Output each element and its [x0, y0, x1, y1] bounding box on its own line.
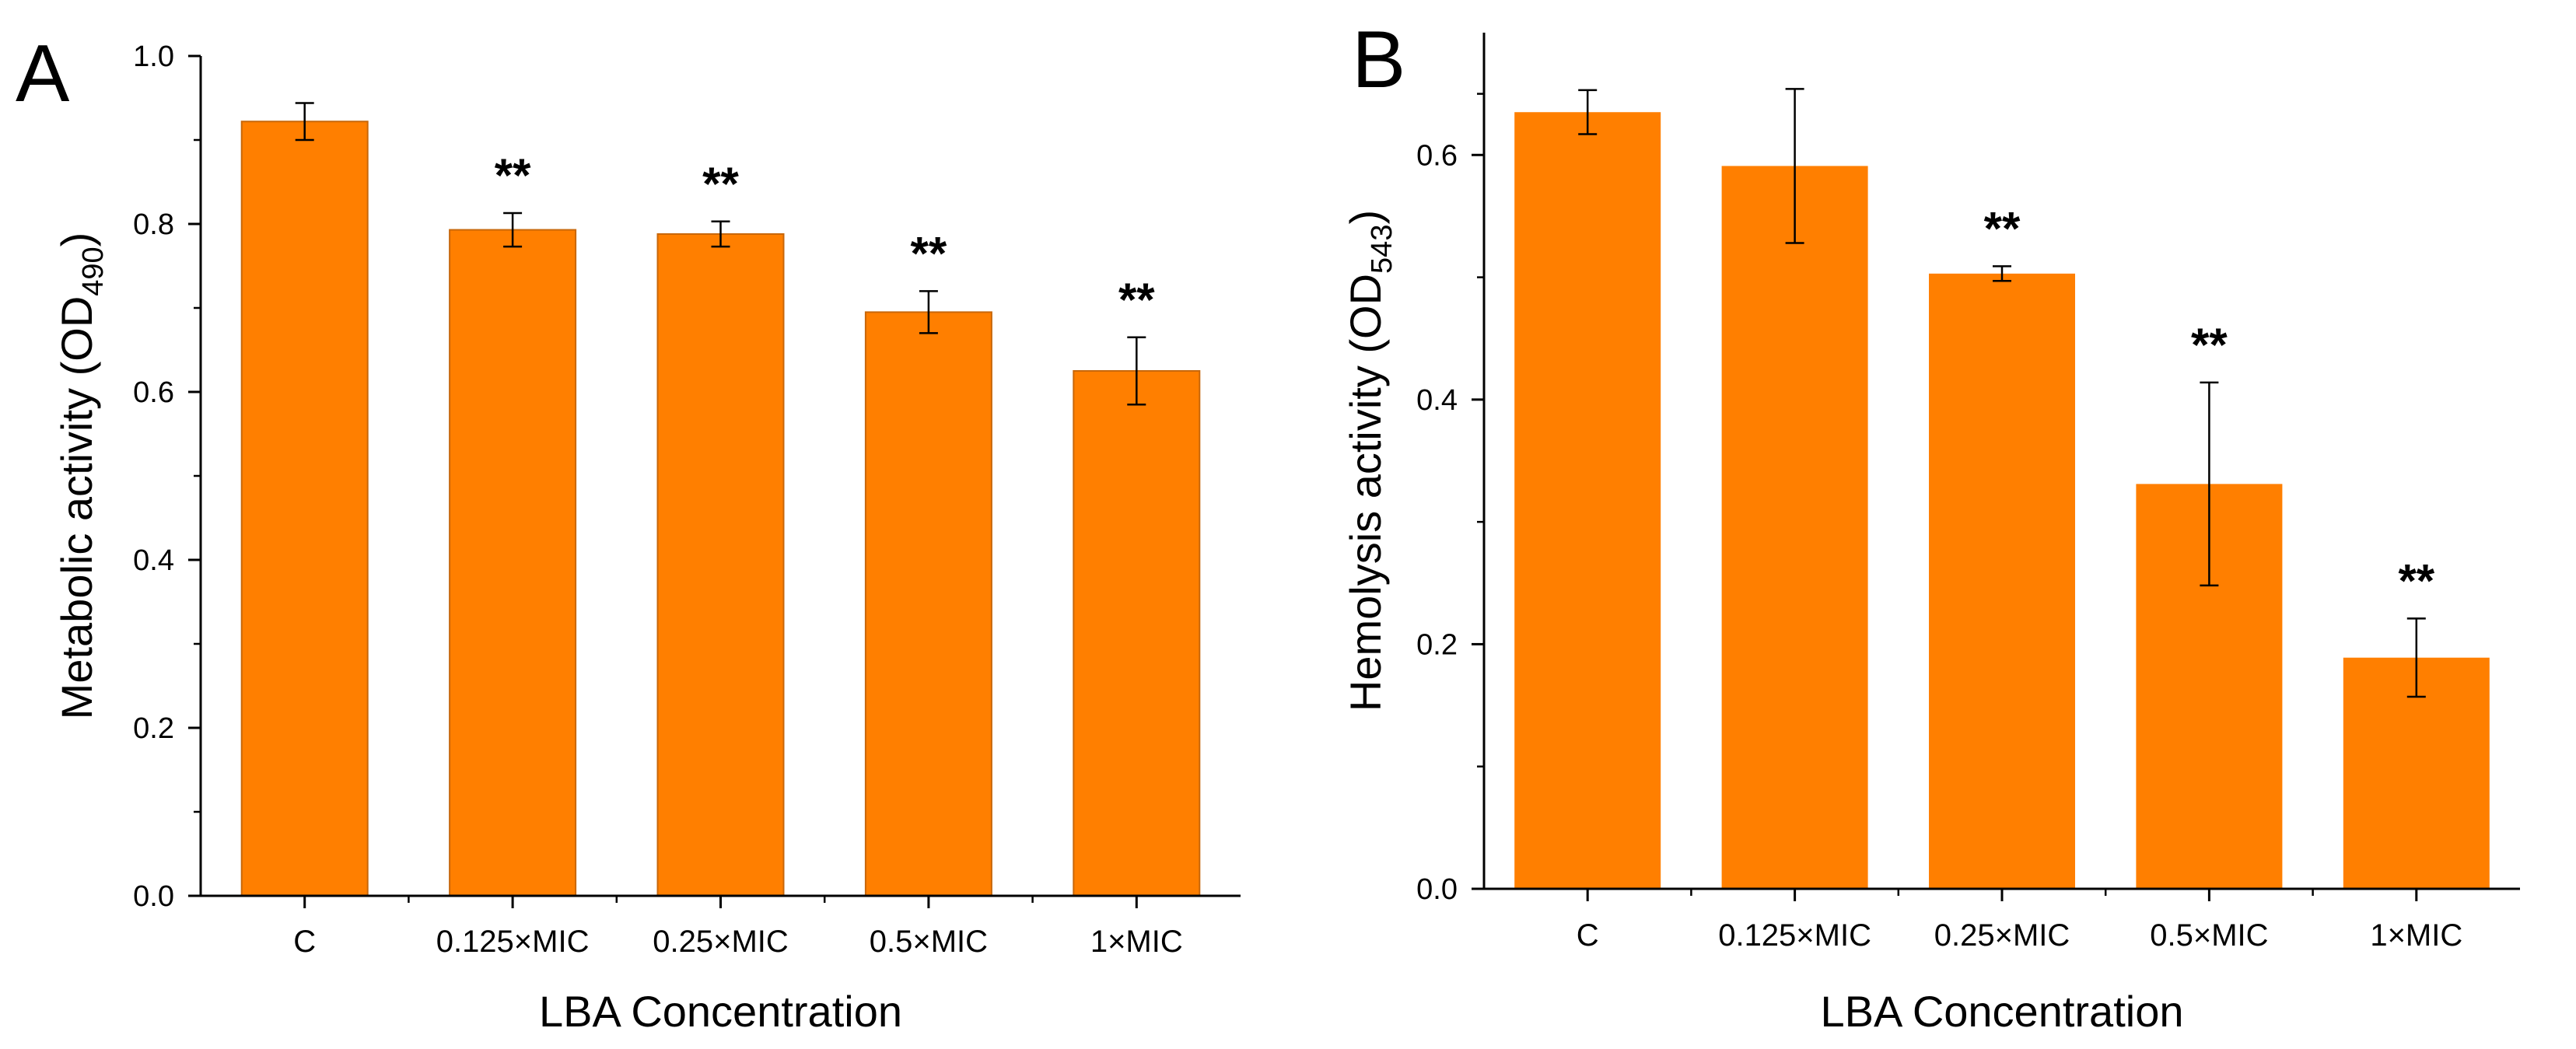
panel-letter: B	[1352, 15, 1405, 105]
error-bar	[1127, 336, 1146, 406]
x-tick-label: C	[1577, 918, 1599, 953]
bar	[449, 229, 577, 897]
error-bar	[2406, 617, 2426, 698]
y-axis-title-main: Hemolysis activity (OD	[1341, 274, 1390, 712]
x-tick-label: 1×MIC	[1090, 925, 1183, 959]
y-axis-title: Metabolic activity (OD490)	[52, 233, 110, 720]
bar	[1929, 273, 2075, 889]
error-bar	[1578, 89, 1598, 135]
x-tick-label: 0.125×MIC	[436, 925, 590, 959]
x-tick-label: C	[293, 925, 316, 959]
y-tick-label: 0.8	[133, 208, 174, 241]
error-bar	[295, 102, 314, 142]
x-tick-label: 0.25×MIC	[653, 925, 789, 959]
significance-label: **	[2191, 319, 2228, 371]
y-tick-label: 0.0	[133, 880, 174, 913]
significance-label: **	[495, 149, 531, 201]
error-bar	[503, 212, 523, 248]
y-tick-label: 0.0	[1416, 873, 1458, 906]
bar	[1073, 370, 1201, 897]
y-tick-label: 0.2	[1416, 628, 1458, 661]
bar	[656, 233, 785, 897]
x-tick-label: 0.25×MIC	[1934, 918, 2070, 953]
y-tick-label: 0.4	[1416, 384, 1458, 417]
x-axis-title: LBA Concentration	[539, 987, 902, 1036]
error-bar	[711, 220, 730, 248]
y-axis-title-main: Metabolic activity (OD	[52, 296, 101, 720]
bar	[1514, 112, 1661, 889]
y-axis-title-end: )	[52, 233, 101, 247]
significance-label: **	[1984, 202, 2021, 254]
y-axis-title: Hemolysis activity (OD543)	[1341, 210, 1398, 712]
significance-label: **	[1118, 274, 1155, 326]
panel-letter: A	[16, 29, 70, 119]
x-tick-label: 0.5×MIC	[870, 925, 988, 959]
y-tick-label: 0.6	[133, 376, 174, 409]
y-tick-label: 0.2	[133, 712, 174, 745]
x-tick-label: 0.125×MIC	[1718, 918, 1871, 953]
significance-label: **	[2398, 554, 2434, 607]
error-bar	[1993, 265, 2011, 282]
y-axis-title-subscript: 490	[77, 247, 110, 295]
chart-panel-b: B ** ** ** 0.0 0.2 0.4 0.6 C 0.125×MIC 0.25×MIC 0.5…	[1341, 15, 2520, 1036]
y-axis-title-subscript: 543	[1366, 225, 1398, 274]
x-tick-label: 0.5×MIC	[2150, 918, 2268, 953]
error-bar	[1785, 88, 1804, 244]
x-tick-label: 1×MIC	[2370, 918, 2462, 953]
bar	[864, 311, 992, 897]
chart-panel-a: A ** ** ** ** 0.0 0.2 0.4 0.6 0.8 1.0 C 0.125×MIC 0.2…	[16, 29, 1241, 1036]
significance-label: **	[702, 158, 739, 210]
y-axis-title-end: )	[1341, 210, 1390, 225]
y-tick-label: 0.4	[133, 544, 174, 577]
y-tick-label: 1.0	[133, 40, 174, 73]
significance-label: **	[911, 227, 947, 279]
error-bar	[2200, 381, 2219, 587]
error-bar	[919, 290, 938, 334]
bar	[240, 121, 369, 897]
bar	[1721, 166, 1868, 890]
y-tick-label: 0.6	[1416, 139, 1458, 172]
x-axis-title: LBA Concentration	[1821, 987, 2184, 1036]
